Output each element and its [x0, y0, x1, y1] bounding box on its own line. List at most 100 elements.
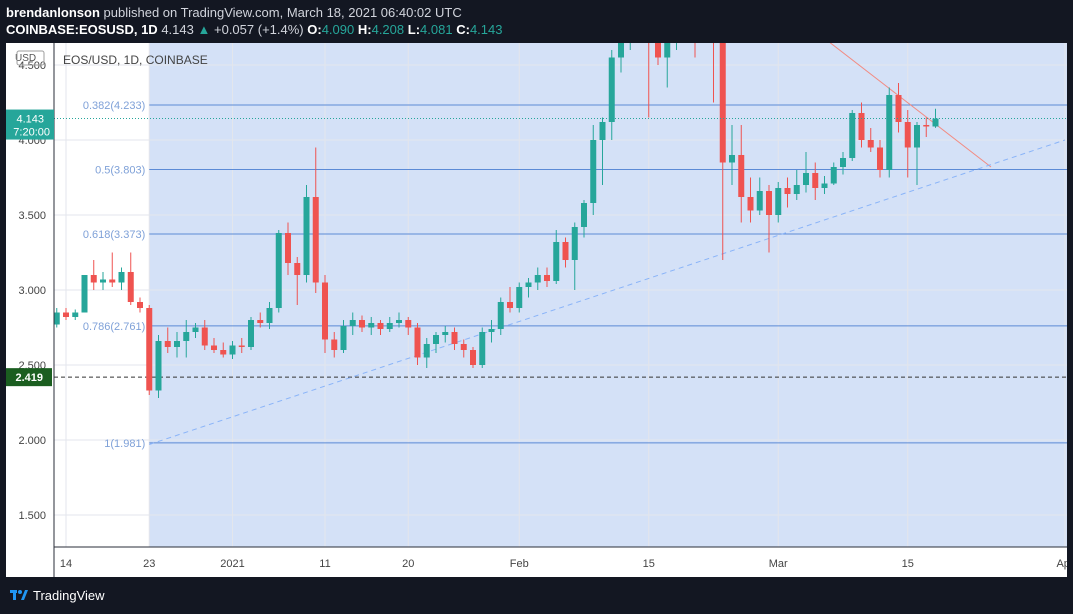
candle[interactable] — [63, 308, 69, 320]
candle[interactable] — [914, 122, 920, 185]
candle[interactable] — [322, 275, 328, 353]
candle[interactable] — [812, 162, 819, 201]
candle[interactable] — [877, 140, 883, 178]
candle[interactable] — [840, 152, 846, 175]
candle-body — [849, 113, 856, 158]
candle[interactable] — [183, 320, 190, 358]
candle[interactable] — [756, 177, 763, 216]
candle[interactable] — [118, 267, 125, 291]
candle[interactable] — [275, 230, 282, 313]
candle[interactable] — [155, 335, 162, 398]
candle[interactable] — [303, 185, 310, 283]
candle[interactable] — [90, 260, 97, 290]
candle[interactable] — [201, 320, 208, 350]
y-tick-label: 3.000 — [18, 285, 46, 297]
currency-box[interactable] — [16, 50, 45, 66]
candle[interactable] — [581, 200, 587, 238]
candle[interactable] — [738, 125, 745, 223]
candle[interactable] — [396, 312, 402, 328]
candle[interactable] — [497, 297, 504, 336]
candle[interactable] — [81, 275, 88, 313]
candle[interactable] — [451, 327, 458, 351]
brand-name[interactable]: TradingView — [33, 588, 105, 603]
candle[interactable] — [525, 278, 532, 298]
candle[interactable] — [368, 317, 375, 335]
candle[interactable] — [192, 323, 199, 338]
candle[interactable] — [340, 320, 347, 353]
candle[interactable] — [553, 230, 560, 284]
candle[interactable] — [312, 147, 319, 294]
candle[interactable] — [238, 338, 245, 353]
candle[interactable] — [766, 185, 772, 253]
candle[interactable] — [923, 117, 930, 138]
candle-body — [923, 125, 930, 127]
candle[interactable] — [386, 317, 393, 332]
candle[interactable] — [793, 170, 800, 200]
candle[interactable] — [257, 312, 264, 328]
bar-countdown: 7:20:00 — [13, 127, 50, 139]
candle[interactable] — [248, 317, 254, 350]
candle[interactable] — [359, 315, 365, 333]
candle[interactable] — [377, 320, 384, 335]
candle[interactable] — [821, 176, 828, 194]
candle[interactable] — [72, 309, 79, 321]
candle[interactable] — [470, 347, 476, 368]
candle[interactable] — [220, 342, 227, 358]
candle[interactable] — [590, 125, 597, 215]
candle[interactable] — [488, 320, 495, 343]
currency-label[interactable]: USD — [15, 53, 36, 64]
candle[interactable] — [285, 222, 291, 276]
candle[interactable] — [349, 312, 356, 336]
last-price-badge[interactable] — [6, 109, 54, 140]
candle[interactable] — [719, 27, 726, 260]
candle[interactable] — [729, 125, 735, 185]
candle[interactable] — [507, 287, 513, 313]
candle[interactable] — [784, 177, 791, 208]
candle[interactable] — [544, 267, 550, 288]
candle[interactable] — [229, 341, 236, 359]
candle[interactable] — [405, 317, 412, 335]
candle-body — [368, 323, 375, 328]
candle[interactable] — [460, 339, 467, 358]
candle[interactable] — [608, 50, 615, 140]
candle[interactable] — [516, 282, 523, 313]
candle[interactable] — [858, 102, 865, 148]
candle[interactable] — [803, 152, 809, 193]
candle[interactable] — [849, 110, 856, 161]
candle[interactable] — [266, 302, 273, 329]
candle[interactable] — [109, 252, 116, 288]
candlestick-chart[interactable]: 0(5.625)0.236(4.765)0.382(4.233)0.5(3.80… — [6, 0, 1073, 577]
candle[interactable] — [442, 326, 449, 343]
horizontal-level-badge[interactable] — [6, 368, 52, 387]
candle[interactable] — [164, 327, 171, 354]
candle[interactable] — [53, 308, 60, 328]
candle[interactable] — [599, 117, 606, 186]
candle[interactable] — [886, 87, 893, 178]
candle[interactable] — [174, 332, 180, 358]
candle[interactable] — [830, 162, 837, 186]
candle[interactable] — [904, 110, 911, 178]
chart-area[interactable]: 0(5.625)0.236(4.765)0.382(4.233)0.5(3.80… — [6, 0, 1073, 577]
author-name[interactable]: brendanlonson — [6, 5, 100, 20]
candle[interactable] — [932, 108, 939, 128]
candle[interactable] — [146, 305, 153, 395]
candle[interactable] — [534, 267, 541, 291]
candle[interactable] — [137, 297, 143, 313]
candle[interactable] — [562, 237, 569, 268]
candle[interactable] — [747, 177, 754, 223]
candle[interactable] — [100, 272, 106, 290]
tradingview-logo-icon[interactable] — [10, 587, 28, 603]
candle[interactable] — [433, 332, 439, 353]
candle[interactable] — [414, 323, 421, 365]
candle[interactable] — [294, 257, 301, 305]
candle[interactable] — [127, 252, 134, 306]
candle[interactable] — [895, 83, 902, 133]
candle[interactable] — [211, 338, 217, 353]
candle[interactable] — [423, 338, 430, 368]
candle[interactable] — [331, 332, 338, 358]
candle[interactable] — [867, 128, 874, 152]
candle[interactable] — [775, 182, 782, 223]
candle[interactable] — [479, 327, 486, 369]
candle[interactable] — [571, 222, 578, 291]
candle-body — [396, 320, 402, 323]
